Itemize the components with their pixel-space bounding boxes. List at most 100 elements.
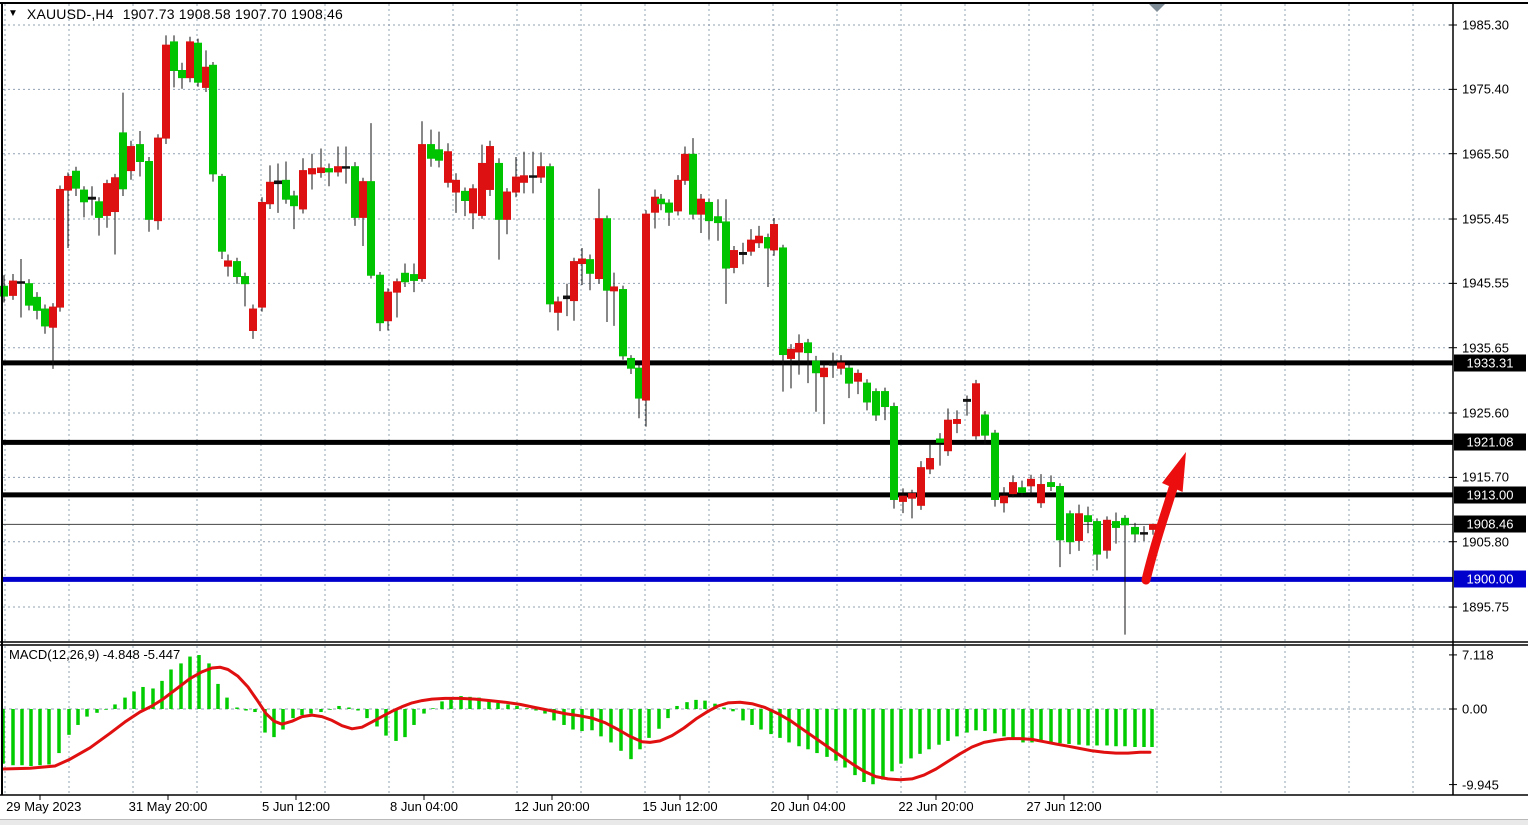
candle-body[interactable] [1149, 523, 1157, 530]
candle-body[interactable] [461, 190, 469, 201]
candle-body[interactable] [9, 280, 17, 296]
candle-body[interactable] [249, 308, 257, 331]
candle-body[interactable] [410, 274, 418, 281]
candle-body[interactable] [787, 348, 795, 359]
candle-body[interactable] [64, 175, 72, 191]
candle-body[interactable] [111, 177, 119, 213]
candle-body[interactable] [804, 342, 812, 354]
candle-body[interactable] [127, 146, 135, 172]
candle-body[interactable] [595, 218, 603, 279]
candle-body[interactable] [435, 149, 443, 161]
candle-body[interactable] [258, 201, 266, 308]
candle-body[interactable] [722, 221, 730, 269]
candle-body[interactable] [1131, 526, 1139, 535]
candle-body[interactable] [730, 250, 738, 268]
candle-body[interactable] [1056, 485, 1064, 541]
candle-body[interactable] [795, 342, 803, 353]
candle-body[interactable] [233, 261, 241, 278]
candle-body[interactable] [266, 181, 274, 205]
candle-body[interactable] [812, 360, 820, 374]
candle-body[interactable] [218, 175, 226, 252]
candle-body[interactable] [1103, 519, 1111, 551]
candle-body[interactable] [908, 493, 916, 499]
trend-arrow-head[interactable] [1162, 452, 1186, 492]
candle-body[interactable] [209, 64, 217, 175]
candle-body[interactable] [627, 357, 635, 369]
candle-body[interactable] [770, 224, 778, 251]
candle-body[interactable] [651, 196, 659, 213]
candle-body[interactable] [863, 382, 871, 403]
candle-body[interactable] [444, 151, 452, 183]
candle-body[interactable] [512, 176, 520, 193]
candle-body[interactable] [72, 170, 80, 189]
candle-body[interactable] [899, 495, 907, 502]
candle-body[interactable] [739, 251, 747, 255]
candle-body[interactable] [936, 438, 944, 443]
candle-body[interactable] [529, 175, 537, 178]
candle-body[interactable] [308, 168, 316, 175]
candle-body[interactable] [991, 432, 999, 500]
candle-body[interactable] [359, 181, 367, 218]
candle-body[interactable] [178, 69, 186, 79]
candle-body[interactable] [820, 367, 828, 378]
candle-body[interactable] [56, 188, 64, 308]
candle-body[interactable] [610, 286, 618, 292]
candle-body[interactable] [674, 179, 682, 212]
candle-body[interactable] [953, 419, 961, 424]
candle-body[interactable] [635, 367, 643, 399]
candle-body[interactable] [25, 283, 33, 306]
candle-body[interactable] [546, 166, 554, 305]
candle-body[interactable] [1037, 484, 1045, 504]
candle-body[interactable] [705, 201, 713, 222]
candle-body[interactable] [282, 179, 290, 200]
candle-body[interactable] [88, 196, 96, 200]
candle-body[interactable] [162, 44, 170, 139]
candle-body[interactable] [981, 414, 989, 436]
candle-body[interactable] [1112, 521, 1120, 528]
candle-body[interactable] [1066, 513, 1074, 543]
candle-body[interactable] [103, 183, 111, 216]
candle-body[interactable] [224, 260, 232, 267]
candle-body[interactable] [452, 179, 460, 193]
candle-body[interactable] [619, 289, 627, 357]
candle-body[interactable] [714, 216, 722, 224]
candle-body[interactable] [872, 391, 880, 416]
candle-body[interactable] [963, 398, 971, 402]
candle-body[interactable] [1093, 521, 1101, 555]
candle-body[interactable] [837, 362, 845, 369]
candle-body[interactable] [145, 160, 153, 220]
candle-body[interactable] [202, 66, 210, 88]
candle-body[interactable] [537, 166, 545, 178]
candle-body[interactable] [747, 239, 755, 252]
candle-body[interactable] [890, 406, 898, 500]
candle-body[interactable] [881, 391, 889, 408]
candle-body[interactable] [689, 153, 697, 215]
candle-body[interactable] [49, 306, 57, 328]
candle-body[interactable] [681, 153, 689, 181]
candle-body[interactable] [665, 202, 673, 213]
candle-body[interactable] [351, 166, 359, 218]
candle-body[interactable] [33, 296, 41, 311]
candle-body[interactable] [578, 258, 586, 265]
candle-body[interactable] [829, 363, 837, 366]
candle-body[interactable] [401, 272, 409, 283]
candle-body[interactable] [657, 198, 665, 205]
candle-body[interactable] [170, 41, 178, 71]
candle-body[interactable] [469, 188, 477, 214]
candle-body[interactable] [779, 247, 787, 356]
candle-body[interactable] [1047, 482, 1055, 487]
candle-body[interactable] [1000, 495, 1008, 504]
candle-body[interactable] [186, 41, 194, 79]
candle-body[interactable] [563, 295, 571, 300]
candle-body[interactable] [570, 261, 578, 302]
candle-body[interactable] [854, 372, 862, 382]
candle-body[interactable] [119, 132, 127, 190]
candle-body[interactable] [520, 175, 528, 183]
candle-body[interactable] [367, 181, 375, 276]
candle-body[interactable] [376, 274, 384, 324]
candle-body[interactable] [393, 281, 401, 293]
candle-body[interactable] [95, 201, 103, 218]
candle-body[interactable] [1084, 515, 1092, 523]
candle-body[interactable] [972, 383, 980, 437]
